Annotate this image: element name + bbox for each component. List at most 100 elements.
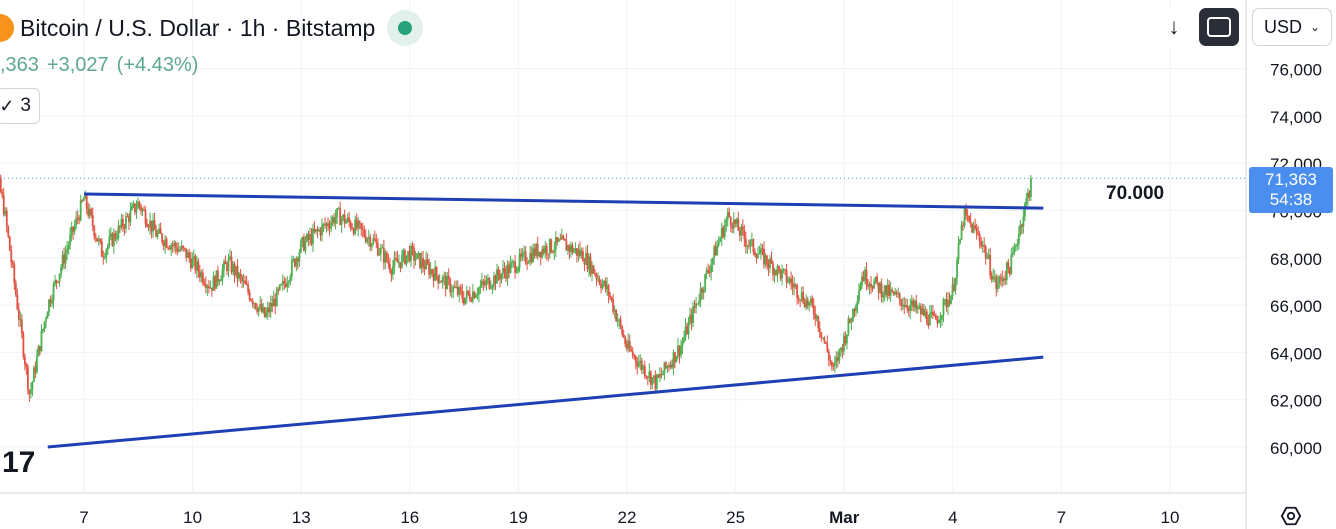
fullscreen-button[interactable] xyxy=(1199,8,1239,46)
candle-body xyxy=(1004,278,1007,281)
candle-body xyxy=(935,315,937,320)
candle-body xyxy=(648,371,651,378)
candle-body xyxy=(201,272,204,283)
candle-body xyxy=(189,258,192,269)
candle-body xyxy=(882,294,885,298)
candle-body xyxy=(16,294,19,310)
candle-body xyxy=(179,249,182,251)
candle-body xyxy=(740,226,743,236)
candle-body xyxy=(265,312,268,317)
candle-body xyxy=(385,252,388,262)
currency-select[interactable]: USD ⌄ xyxy=(1252,8,1332,46)
candle-body xyxy=(895,292,898,295)
candle-body xyxy=(607,285,610,296)
watermark-logo-icon: 17 xyxy=(2,446,35,479)
candle-body xyxy=(467,290,470,294)
candle-body xyxy=(909,304,912,311)
candle-body xyxy=(235,265,237,276)
candle-body xyxy=(704,273,707,291)
candle-body xyxy=(236,265,239,279)
candle-body xyxy=(431,269,434,274)
candle-body xyxy=(488,278,491,289)
candle-body xyxy=(177,249,180,252)
candle-body xyxy=(876,276,878,283)
candle-body xyxy=(419,252,421,268)
candle-body xyxy=(58,273,61,282)
candle-body xyxy=(330,222,332,229)
gear-icon[interactable] xyxy=(1280,505,1302,527)
candle-body xyxy=(269,303,272,313)
candle-body xyxy=(164,239,167,247)
candle-body xyxy=(754,251,756,256)
candle-body xyxy=(152,220,154,232)
candle-body xyxy=(1019,224,1022,234)
candle-body xyxy=(864,269,866,281)
candle-body xyxy=(248,292,251,300)
chart-header: Bitcoin / U.S. Dollar · 1h · Bitstamp xyxy=(0,10,424,46)
candle-body xyxy=(698,300,700,304)
candle-body xyxy=(669,364,672,368)
candle-body xyxy=(907,308,910,311)
candle-body xyxy=(512,261,515,263)
candle-body xyxy=(809,298,812,303)
candle-body xyxy=(304,241,307,251)
candle-body xyxy=(847,318,850,335)
candle-body xyxy=(411,246,414,249)
candle-body xyxy=(719,238,722,242)
candle-body xyxy=(322,223,325,225)
candle-body xyxy=(702,290,705,293)
candle-body xyxy=(883,285,886,295)
candle-body xyxy=(544,245,547,253)
candle-body xyxy=(75,217,78,226)
candle-body xyxy=(458,287,461,295)
candle-body xyxy=(1030,178,1032,197)
symbol-title[interactable]: Bitcoin / U.S. Dollar · 1h · Bitstamp xyxy=(20,14,376,41)
time-axis-label: 25 xyxy=(726,508,745,527)
candle-body xyxy=(723,225,726,237)
candle-body xyxy=(120,218,123,228)
candle-body xyxy=(128,216,130,223)
candle-body xyxy=(714,246,717,256)
candle-body xyxy=(28,389,31,394)
candle-body xyxy=(811,298,814,305)
candle-body xyxy=(106,245,109,250)
download-button[interactable]: ↓ xyxy=(1154,8,1194,46)
candle-body xyxy=(919,306,922,315)
candle-body xyxy=(345,221,348,224)
candle-body xyxy=(701,288,704,293)
candle-body xyxy=(232,263,234,272)
candle-body xyxy=(485,280,488,285)
candle-body xyxy=(204,284,207,289)
candle-body xyxy=(986,257,989,259)
candle-body xyxy=(865,269,868,285)
candle-body xyxy=(579,249,581,256)
candle-body xyxy=(965,208,967,216)
candle-body xyxy=(102,256,105,258)
candle-body xyxy=(413,248,415,261)
candle-body xyxy=(657,374,660,378)
candle-body xyxy=(499,275,501,280)
candle-body xyxy=(43,321,46,330)
candle-body xyxy=(319,229,322,236)
candle-body xyxy=(312,228,314,244)
candle-body xyxy=(149,220,151,228)
horizontal-level-label: 70.000 xyxy=(1106,183,1165,204)
candle-body xyxy=(79,200,82,221)
candle-body xyxy=(373,238,376,241)
candle-body xyxy=(609,295,612,298)
price-axis-label: 76,000 xyxy=(1270,61,1322,80)
indicators-toggle-button[interactable]: ✓ 3 xyxy=(0,88,40,124)
candle-body xyxy=(185,248,188,258)
candle-body xyxy=(506,264,509,279)
candle-body xyxy=(743,229,746,239)
market-status-icon[interactable] xyxy=(387,10,424,46)
candle-body xyxy=(370,243,373,247)
candle-body xyxy=(527,262,530,264)
candle-body xyxy=(82,199,85,202)
candle-body xyxy=(785,270,788,283)
candle-body xyxy=(173,242,176,246)
candle-body xyxy=(530,253,533,262)
candle-body xyxy=(310,234,313,244)
candle-body xyxy=(278,284,281,290)
